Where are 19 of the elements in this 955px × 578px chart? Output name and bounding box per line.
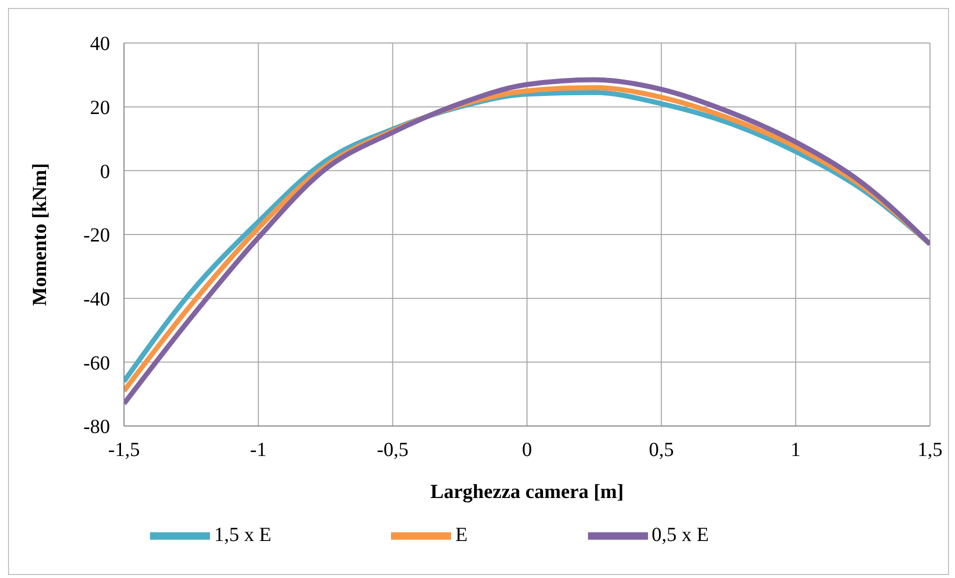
x-tick-label: -1 xyxy=(250,439,267,462)
x-tick-label: 1,5 xyxy=(918,439,942,462)
legend-label: 0,5 x E xyxy=(652,524,709,546)
x-tick-label: -1,5 xyxy=(108,439,140,462)
y-tick-label: 0 xyxy=(100,160,110,183)
x-tick-label: -0,5 xyxy=(376,439,409,462)
y-tick-label: -60 xyxy=(83,352,110,374)
y-tick-label: 20 xyxy=(90,96,110,119)
y-axis-title: Momento [kNm] xyxy=(29,163,52,306)
y-tick-label: -80 xyxy=(83,416,110,438)
x-tick-label: 0 xyxy=(522,439,532,462)
x-tick-label: 1 xyxy=(790,439,801,462)
y-tick-label: -20 xyxy=(83,224,110,247)
legend-label: 1,5 x E xyxy=(214,524,272,546)
y-tick-label: -40 xyxy=(83,288,110,310)
x-tick-label: 0,5 xyxy=(648,439,674,462)
x-axis-title: Larghezza camera [m] xyxy=(430,481,624,503)
y-tick-label: 40 xyxy=(90,33,110,56)
legend-label: E xyxy=(455,524,468,546)
